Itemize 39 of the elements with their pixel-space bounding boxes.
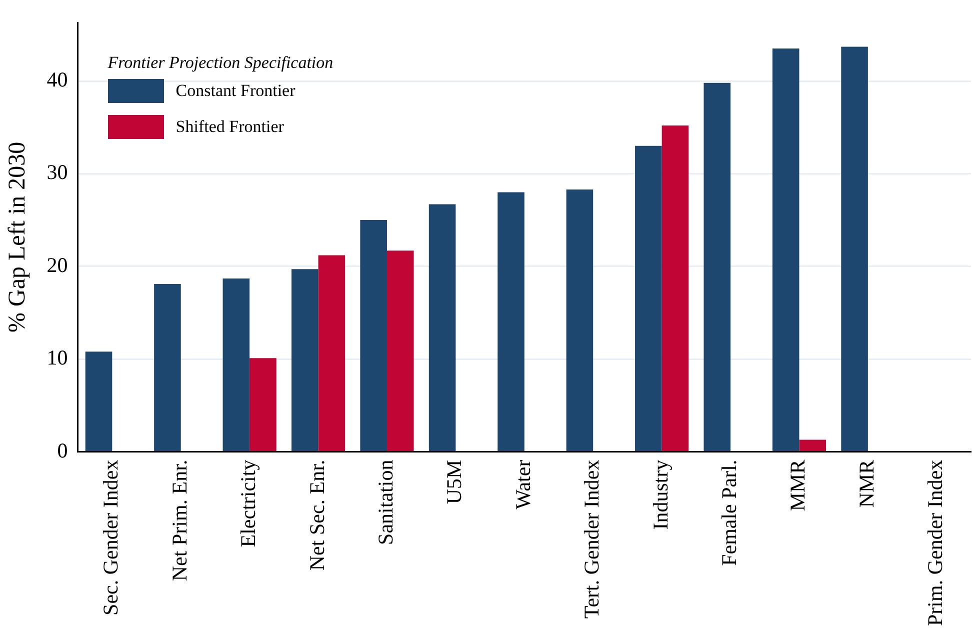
y-tick-label: 30 (46, 160, 68, 184)
x-tick-label: Industry (648, 459, 672, 530)
bar (291, 269, 318, 452)
bar (662, 125, 689, 452)
bar (704, 82, 731, 452)
x-tick-label: NMR (854, 460, 878, 508)
x-tick-label: Sanitation (374, 459, 398, 545)
y-tick-label: 10 (46, 346, 68, 370)
x-tick-label: Water (510, 460, 535, 510)
x-tick-label: Prim. Gender Index (923, 459, 948, 626)
x-tick-label: Electricity (236, 459, 260, 548)
y-tick-label: 0 (57, 438, 68, 462)
x-tick-label: U5M (442, 459, 466, 504)
bar (85, 352, 112, 452)
x-tick-label: Net Prim. Enr. (167, 460, 192, 582)
x-tick-label: Female Parl. (717, 460, 742, 566)
legend-label: Constant Frontier (176, 80, 296, 101)
x-tick-label: Sec. Gender Index (98, 459, 123, 616)
bar (841, 46, 868, 452)
bar (498, 192, 524, 452)
bar (772, 48, 800, 452)
x-tick-label: Net Sec. Enr. (304, 460, 329, 571)
bar (635, 146, 662, 452)
legend-label: Shifted Frontier (176, 116, 284, 137)
y-tick-label: 40 (46, 68, 68, 92)
bar (154, 284, 181, 452)
bar (386, 250, 414, 452)
y-axis-title: % Gap Left in 2030 (4, 142, 31, 333)
x-tick-label: Tert. Gender Index (580, 459, 604, 619)
bar (799, 440, 826, 452)
bar (428, 204, 456, 452)
bar (222, 278, 250, 452)
y-tick-label: 20 (46, 252, 68, 277)
bar (318, 255, 346, 452)
bar (566, 189, 594, 452)
legend-title: Frontier Projection Specification (108, 52, 334, 73)
bar (250, 358, 276, 452)
x-tick-label: MMR (786, 460, 810, 512)
bar (360, 220, 387, 452)
